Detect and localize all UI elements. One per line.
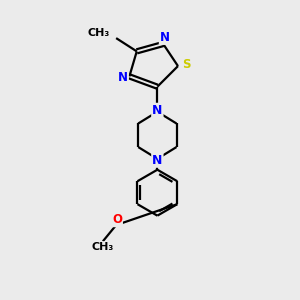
Text: CH₃: CH₃ — [88, 28, 110, 38]
Text: N: N — [160, 31, 170, 44]
Text: O: O — [112, 213, 122, 226]
Text: N: N — [152, 104, 163, 117]
Text: S: S — [182, 58, 190, 71]
Text: CH₃: CH₃ — [92, 242, 114, 252]
Text: N: N — [118, 71, 128, 84]
Text: N: N — [152, 154, 163, 167]
